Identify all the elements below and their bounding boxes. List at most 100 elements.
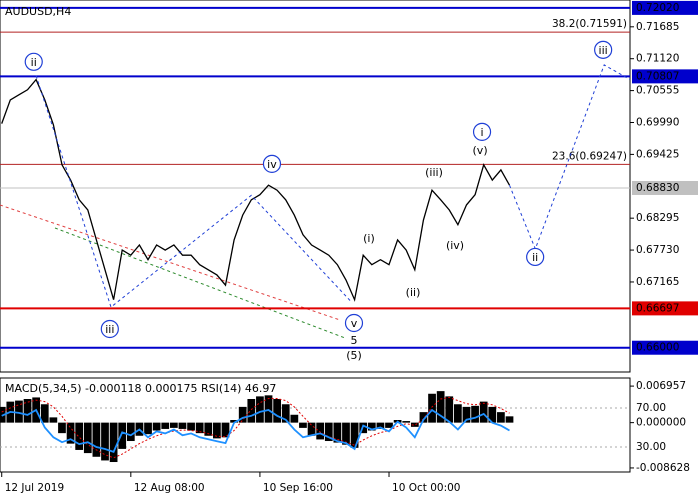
wave-label: iii [105,323,114,336]
histogram-bar [230,420,238,423]
histogram-bar [118,422,127,449]
histogram-bar [213,422,221,439]
level-box [632,69,698,84]
wave-circle [100,319,119,339]
histogram-bar [402,421,411,423]
y-tick-label: 0.70555 [636,85,679,97]
histogram-bar [247,399,256,423]
wave-label: ii [31,56,37,69]
histogram-bar [83,422,92,454]
wave-label: (ii) [406,286,421,299]
level-label: 38.2(0.71591) [552,18,627,30]
y-tick-label: -0.008628 [636,462,690,474]
histogram-bar [256,396,264,423]
y2-tick-label: 30.00 [636,441,666,453]
histogram-bar [316,422,325,440]
main-pane [0,0,631,373]
level-label: 0.66000 [636,342,679,354]
y-tick-label: 0.71120 [636,53,679,65]
histogram-bar [307,422,316,436]
histogram-bar [49,417,58,423]
histogram-bar [15,400,23,423]
y-tick-label: 0.69425 [636,148,679,160]
histogram-bar [281,404,290,423]
histogram-bar [367,422,376,431]
histogram-bar [385,422,393,428]
histogram-bar [144,422,152,435]
level-label: 0.68830 [636,182,679,194]
main-layer: 38.2(0.71591)23.6(0.69247)iiiiiivvi(i)(i… [0,6,631,362]
histogram-bar [471,405,479,423]
x-tick-label: 12 Aug 08:00 [134,482,205,494]
x-tick-label: 10 Sep 16:00 [263,482,333,494]
wave-label: iii [599,44,608,57]
level-box [632,301,698,316]
histogram-bar [488,406,497,423]
histogram-bar [505,416,514,423]
histogram-bar [187,422,195,431]
y-tick-label: 0.006957 [636,380,686,392]
wave-label: 5 [350,334,357,347]
wave-circle [526,247,545,267]
histogram-bar [40,404,49,423]
histogram-bar [169,422,178,428]
y-tick-label: 0.69990 [636,116,679,128]
wave-label: (i) [363,232,375,245]
histogram-bar [23,399,32,423]
histogram-bar [75,422,84,450]
histogram-bar [428,393,436,423]
histogram-bar [290,414,299,423]
histogram-bar [161,422,170,429]
histogram-bar [273,399,282,423]
histogram-bar [333,422,342,443]
y2-tick-label: 70.00 [636,402,666,414]
level-box [632,0,698,15]
indicator-title: MACD(5,34,5) -0.000118 0.000175 RSI(14) … [5,382,276,395]
histogram-bar [66,422,75,444]
histogram-bar [58,422,66,434]
series-line [1,78,511,302]
wave-label: (v) [473,144,488,157]
x-tick-label: 12 Jul 2019 [5,482,64,494]
histogram-bar [462,406,471,423]
wave-circle [594,40,613,59]
histogram-bar [445,396,454,423]
histogram-bar [92,422,101,457]
level-label: 23.6(0.69247) [552,150,627,162]
histogram-bar [376,422,385,429]
histogram-bar [109,422,118,463]
wave-circle [472,122,492,141]
histogram-bar [204,422,213,436]
level-label: 0.72020 [636,2,679,14]
histogram-bar [299,422,307,428]
wave-label: (iii) [425,166,443,179]
wave-circle [24,52,43,71]
histogram-bar [101,422,109,461]
level-box [632,180,698,195]
indicator-line [1,408,510,454]
y-tick-label: 0.67730 [636,244,679,256]
wave-label: iv [267,158,277,171]
wave-label: v [351,317,358,330]
wave-label: (5) [346,349,362,362]
y-tick-label: 0.000000 [636,417,686,429]
y-tick-label: 0.68295 [636,212,679,224]
histogram-bar [324,422,333,442]
histogram-bar [410,422,419,427]
histogram-bar [195,422,204,434]
wave-label: i [481,126,484,139]
wave-label: (iv) [446,239,464,252]
chart-title: AUDUSD,H4 [5,5,71,18]
trend-line [54,227,346,339]
histogram-bar [178,422,187,429]
histogram-bar [126,422,135,442]
wave-circle [262,154,282,173]
histogram-bar [238,406,247,423]
series-line [35,75,353,308]
histogram-bar [264,395,273,423]
histogram-bar [350,422,359,448]
wave-label: ii [532,251,538,264]
histogram-bar [453,404,462,423]
x-tick-label: 10 Oct 00:00 [392,482,460,494]
